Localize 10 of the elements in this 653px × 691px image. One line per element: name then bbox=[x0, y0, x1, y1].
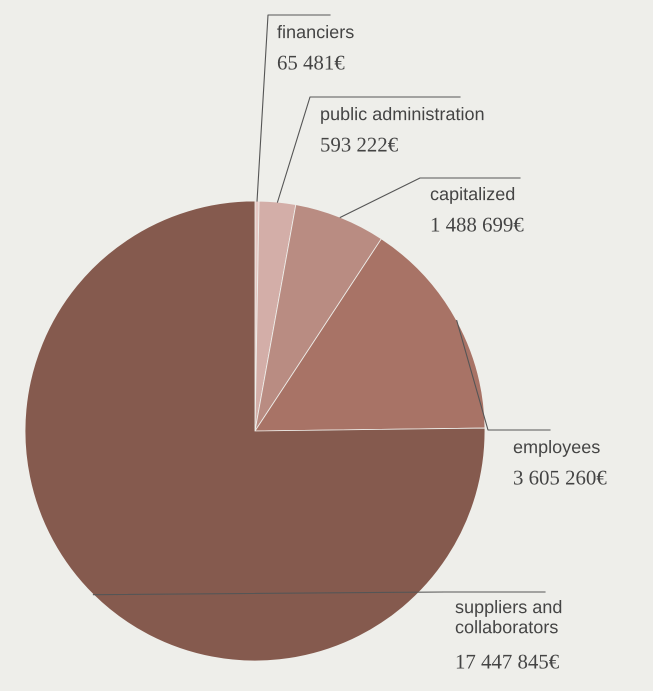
data-label: 65 481€ bbox=[278, 56, 344, 70]
data-label: 593 222€ bbox=[321, 138, 398, 152]
data-label: 17 447 845€ bbox=[456, 654, 559, 669]
data-label: 3 605 260€ bbox=[514, 470, 606, 485]
slice-label: financiers bbox=[277, 25, 354, 38]
data-label: 1 488 699€ bbox=[432, 218, 524, 232]
slice-label: employees bbox=[514, 440, 600, 457]
slice-label: capitalized bbox=[430, 187, 514, 204]
slice-label: public administration bbox=[321, 107, 484, 124]
slice-label: suppliers and collaborators bbox=[456, 600, 562, 634]
